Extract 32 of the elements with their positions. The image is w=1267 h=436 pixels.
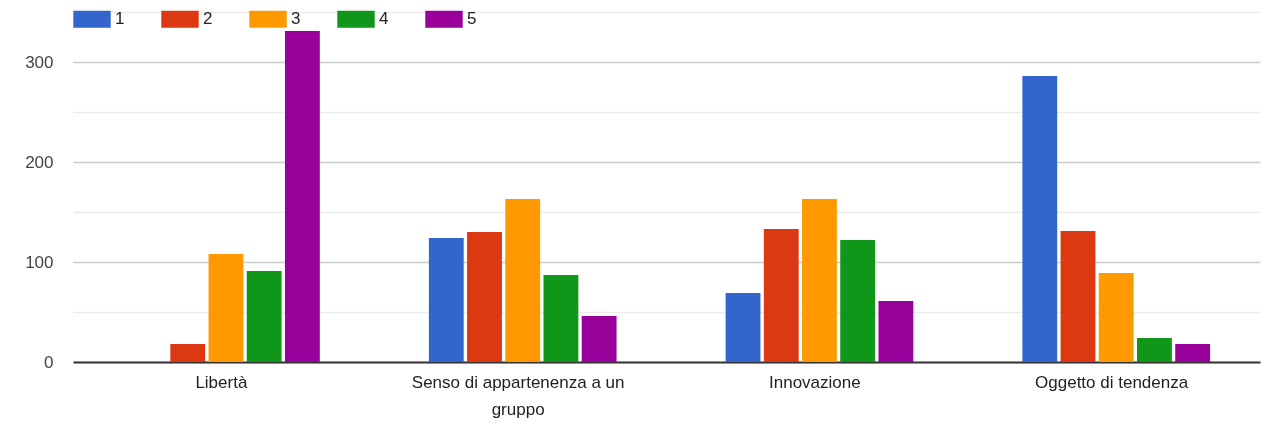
x-tick-label: Libertà [195,372,248,392]
x-tick-label: Innovazione [769,372,861,392]
legend-label: 1 [115,9,125,29]
bar [284,31,320,362]
legend-label: 5 [467,9,477,29]
bar [208,254,244,362]
legend-label: 2 [203,9,213,29]
bar [802,199,837,362]
bar [1175,344,1211,362]
x-tick-label: Senso di appartenenza a un gruppo [411,372,625,419]
x-tick-label: Oggetto di tendenza [1035,372,1189,392]
bar [1098,273,1134,362]
legend-label: 3 [291,9,301,29]
bar [505,199,541,362]
y-tick-label: 0 [44,352,54,372]
bar [170,344,206,362]
y-tick-label: 200 [25,152,54,172]
bar [581,316,617,362]
bar [763,229,799,362]
bar [467,232,502,362]
bar [840,240,876,362]
bar [428,238,464,362]
legend-label: 4 [379,9,389,29]
bar [1060,231,1096,362]
bar [878,301,914,362]
y-tick-label: 100 [25,252,54,272]
bar [725,293,761,362]
bar [1022,76,1058,362]
bar [246,271,282,362]
bar [543,275,579,362]
y-tick-label: 300 [25,52,54,72]
bar [1137,338,1172,362]
